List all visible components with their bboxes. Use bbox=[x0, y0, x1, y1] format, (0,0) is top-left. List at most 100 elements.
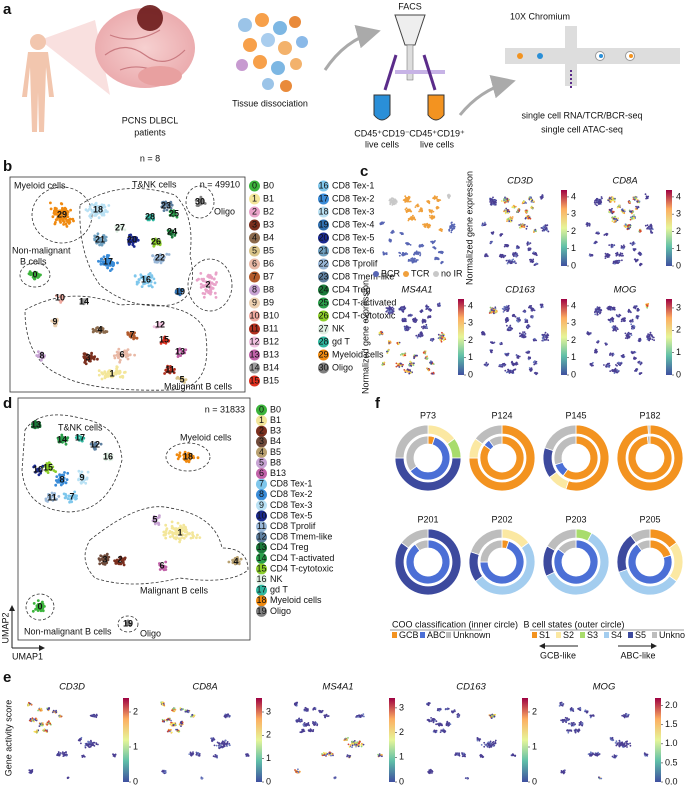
cell-point bbox=[151, 240, 155, 244]
cell-point bbox=[116, 261, 119, 265]
cell-point bbox=[381, 363, 384, 366]
cell-point bbox=[509, 371, 512, 373]
cell-point bbox=[169, 200, 173, 204]
cell-point bbox=[423, 223, 426, 226]
cell-point bbox=[438, 302, 441, 305]
cluster-label: 25 bbox=[169, 208, 179, 218]
cell-point bbox=[148, 217, 152, 220]
cell-point bbox=[90, 354, 93, 357]
cell-point bbox=[429, 309, 432, 312]
cell-point bbox=[639, 254, 642, 256]
cell-point bbox=[392, 229, 394, 232]
cell-point bbox=[37, 353, 41, 357]
cell-point bbox=[534, 263, 536, 266]
region-outline bbox=[187, 258, 233, 312]
cell-point bbox=[133, 274, 137, 278]
cell-point bbox=[545, 334, 548, 337]
cell-point bbox=[414, 321, 417, 323]
cell-point bbox=[541, 195, 543, 198]
legend-label: BCR bbox=[381, 268, 401, 278]
cell-point bbox=[421, 309, 424, 312]
cell-point bbox=[149, 214, 153, 218]
cell-point bbox=[604, 257, 607, 259]
feature-plot bbox=[379, 193, 456, 265]
cell-point bbox=[597, 311, 599, 313]
cell-point bbox=[504, 363, 507, 366]
cluster-label: 8 bbox=[39, 350, 44, 360]
y-axis-label: Normalized gene expression bbox=[360, 280, 370, 394]
cell-point bbox=[547, 230, 550, 233]
cell-point bbox=[617, 315, 620, 318]
cell-point bbox=[420, 209, 423, 212]
cell-point bbox=[154, 238, 158, 242]
cell-point bbox=[100, 210, 104, 213]
legend-label: B7 bbox=[263, 271, 274, 281]
cell-point bbox=[407, 219, 410, 222]
cell-point bbox=[530, 259, 533, 262]
cell-point bbox=[404, 195, 407, 198]
cell-point bbox=[523, 309, 526, 312]
cell-point bbox=[415, 334, 418, 337]
cell-point bbox=[172, 209, 176, 213]
cell-point bbox=[422, 223, 424, 226]
cell-point bbox=[503, 199, 505, 202]
cell-point bbox=[526, 225, 528, 228]
cell-point bbox=[514, 315, 517, 318]
legend-label: B2 bbox=[263, 206, 274, 216]
cell-point bbox=[98, 211, 101, 215]
colorbar bbox=[561, 299, 567, 375]
cell-point bbox=[506, 317, 508, 319]
cell-point bbox=[57, 495, 61, 498]
cell-point bbox=[58, 219, 62, 223]
cell-point bbox=[533, 251, 535, 254]
cell-point bbox=[205, 289, 208, 293]
cell-point bbox=[100, 326, 103, 329]
cell-point bbox=[588, 224, 591, 227]
cell-point bbox=[402, 319, 405, 322]
cell-point bbox=[418, 210, 420, 213]
legend-label: B13 bbox=[263, 349, 279, 359]
cell-point bbox=[528, 242, 530, 245]
cell-point bbox=[194, 199, 198, 202]
cell-point bbox=[197, 277, 200, 281]
legend-id: 6 bbox=[252, 258, 257, 268]
cell-point bbox=[62, 492, 66, 496]
cell-point bbox=[616, 253, 618, 255]
cell-point bbox=[410, 365, 413, 367]
cell-point bbox=[62, 223, 65, 226]
cell-point bbox=[450, 222, 453, 224]
cell-point bbox=[618, 254, 621, 257]
cell-point bbox=[53, 212, 57, 216]
cell-point bbox=[644, 193, 647, 196]
legend-id: 15 bbox=[249, 375, 259, 385]
cluster-label: 17 bbox=[103, 256, 113, 266]
cell-point bbox=[122, 371, 126, 374]
cell-point bbox=[518, 355, 521, 358]
cell-point bbox=[419, 333, 422, 335]
cell-point bbox=[631, 216, 634, 219]
cell-point bbox=[51, 215, 55, 219]
cell-point bbox=[639, 337, 642, 340]
cell-point bbox=[508, 327, 511, 330]
colorbar-tick-label: 4 bbox=[571, 191, 576, 201]
sort-gate: CD45⁺CD19⁺ bbox=[409, 128, 465, 138]
cell-point bbox=[649, 333, 651, 336]
cell-point bbox=[170, 203, 174, 207]
cell-point bbox=[398, 254, 401, 257]
cell-point bbox=[54, 483, 58, 487]
cell-point bbox=[506, 262, 509, 265]
cell-point bbox=[599, 199, 601, 202]
cell-point bbox=[596, 204, 598, 207]
cell-point bbox=[609, 201, 612, 203]
cell-point bbox=[402, 308, 405, 311]
cell-point bbox=[415, 260, 417, 263]
cell-point bbox=[395, 362, 398, 365]
cell-point bbox=[209, 287, 213, 291]
cell-point bbox=[29, 272, 33, 275]
cell-point bbox=[610, 306, 612, 308]
cell-point bbox=[413, 257, 416, 260]
legend-id: 2 bbox=[252, 206, 257, 216]
cell-point bbox=[404, 370, 407, 373]
cell-point bbox=[100, 213, 104, 217]
cell-point bbox=[637, 361, 640, 364]
